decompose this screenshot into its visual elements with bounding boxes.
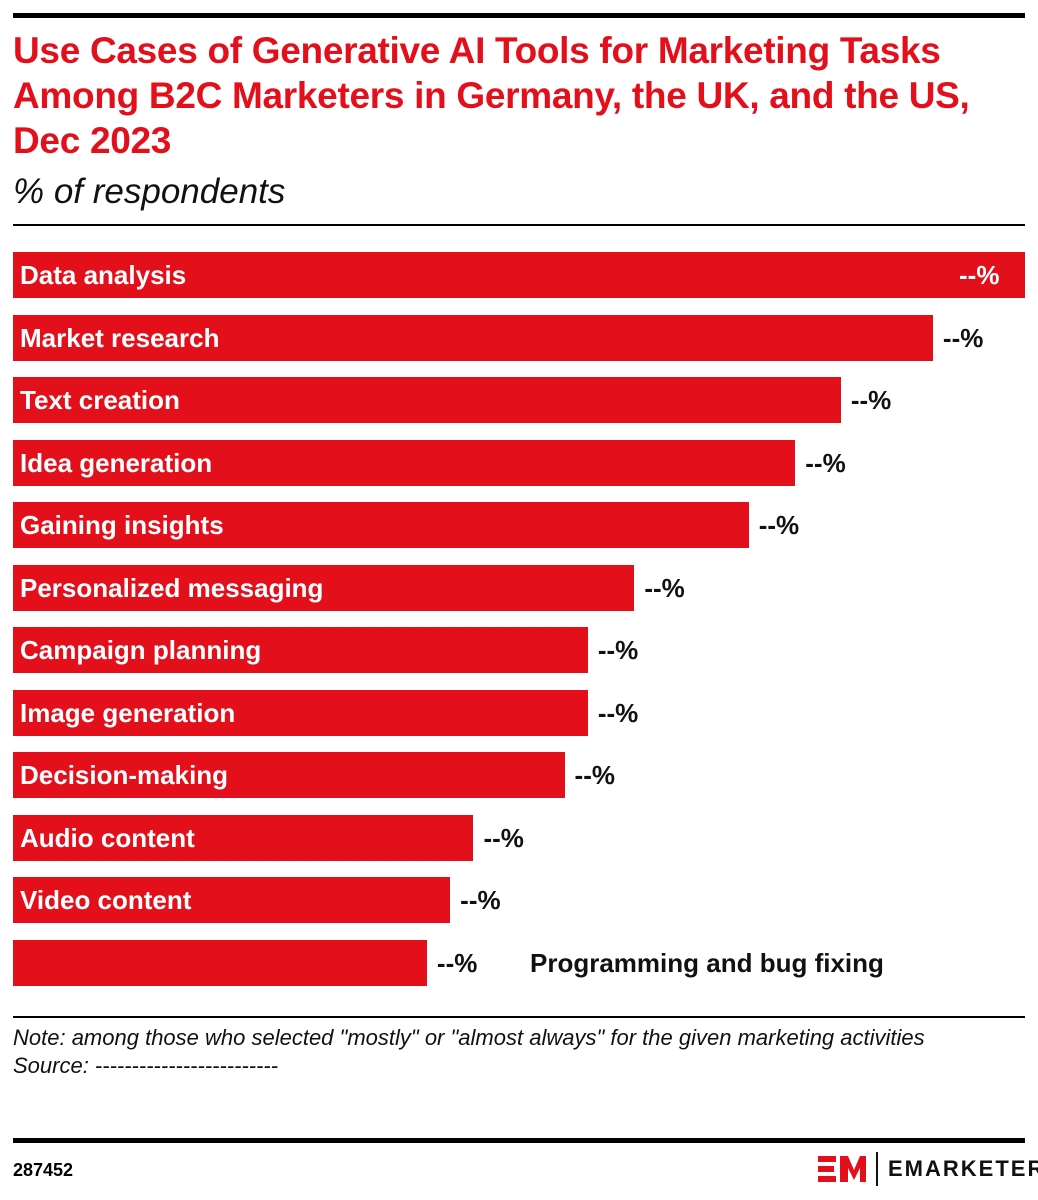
category-label: Gaining insights bbox=[20, 510, 224, 540]
category-label: Video content bbox=[20, 885, 192, 915]
bar bbox=[13, 814, 474, 861]
em-logo-icon bbox=[818, 1156, 866, 1182]
emarketer-logo: EMARKETER bbox=[818, 1152, 1038, 1186]
chart-title: Use Cases of Generative AI Tools for Mar… bbox=[13, 30, 970, 161]
logo-text: EMARKETER bbox=[888, 1156, 1038, 1181]
value-label: --% bbox=[758, 510, 800, 540]
category-label: Campaign planning bbox=[20, 635, 262, 665]
bar bbox=[13, 752, 565, 798]
bar bbox=[13, 939, 427, 986]
value-label: --% bbox=[644, 572, 685, 603]
bar bbox=[13, 252, 1025, 298]
bar bbox=[13, 439, 796, 486]
value-label: --% bbox=[805, 447, 846, 478]
note: Note: among those who selected "mostly" … bbox=[13, 1024, 1013, 1080]
bar-chart: Data analysis --% Market research --% Text c… bbox=[13, 252, 1025, 986]
bar bbox=[13, 689, 588, 736]
value-label: --% bbox=[942, 322, 984, 353]
chart-id: 287452 bbox=[13, 1160, 74, 1180]
logo-divider bbox=[876, 1152, 878, 1186]
bar bbox=[13, 564, 635, 611]
category-label: Text creation bbox=[20, 385, 180, 415]
value-label: --% bbox=[574, 760, 615, 790]
value-label: --% bbox=[436, 947, 478, 978]
category-label: Market research bbox=[20, 322, 220, 353]
category-label: Personalized messaging bbox=[20, 572, 324, 603]
bar bbox=[13, 877, 451, 923]
category-label: Data analysis bbox=[20, 260, 187, 290]
value-label: --% bbox=[597, 697, 639, 728]
header-divider bbox=[13, 224, 1025, 226]
top-rule bbox=[13, 13, 1025, 18]
category-label: Programming and bug fixing bbox=[530, 947, 884, 978]
category-label: Image generation bbox=[20, 697, 236, 728]
category-label: Idea generation bbox=[20, 447, 213, 478]
bar bbox=[13, 627, 588, 673]
value-label: --% bbox=[597, 635, 639, 665]
chart-subtitle: % of respondents bbox=[13, 172, 286, 211]
bar bbox=[13, 377, 841, 423]
source-text: Source: ------------------------- bbox=[13, 1053, 279, 1078]
category-label: Decision-making bbox=[20, 760, 229, 790]
value-label: --% bbox=[483, 822, 524, 853]
bar bbox=[13, 314, 933, 361]
value-label: --% bbox=[850, 385, 892, 415]
category-label: Audio content bbox=[20, 822, 195, 853]
note-text: Note: among those who selected "mostly" … bbox=[13, 1025, 925, 1050]
bar bbox=[13, 502, 749, 548]
footer-rule bbox=[13, 1138, 1025, 1143]
note-divider bbox=[13, 1016, 1025, 1018]
value-label: --% bbox=[959, 260, 1000, 290]
value-label: --% bbox=[460, 885, 501, 915]
